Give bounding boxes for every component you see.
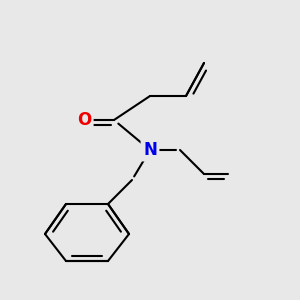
Text: O: O xyxy=(77,111,91,129)
Text: N: N xyxy=(143,141,157,159)
